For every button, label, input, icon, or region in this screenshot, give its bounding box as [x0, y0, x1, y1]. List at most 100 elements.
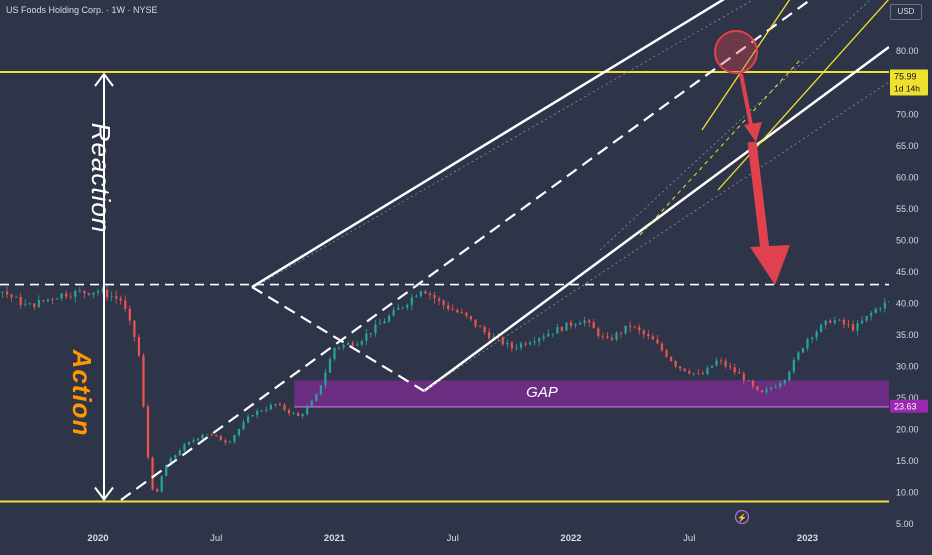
red-arrow-short: [739, 73, 754, 131]
candle-body: [610, 337, 614, 340]
gap-label: GAP: [526, 384, 558, 401]
arrow-down-head: [94, 486, 114, 502]
x-tick-label: Jul: [447, 533, 459, 544]
x-tick-label: 2022: [560, 533, 581, 544]
candle-body: [451, 309, 454, 311]
y-tick-label: 30.00: [896, 362, 919, 372]
channel-dotted-3: [599, 0, 871, 251]
y-tick-label: 50.00: [896, 235, 919, 245]
candle-body: [756, 386, 759, 391]
y-tick-label: 55.00: [896, 204, 919, 214]
price-badge-value: 23.63: [894, 402, 917, 412]
y-tick-label: 65.00: [896, 141, 919, 151]
candle-body: [392, 309, 395, 316]
candle-body: [251, 415, 254, 417]
candle-body: [515, 347, 518, 349]
candle-body: [847, 324, 850, 326]
currency-button[interactable]: USD: [890, 4, 922, 20]
candle-body: [483, 327, 486, 333]
candle-body: [115, 296, 118, 299]
candle-body: [492, 336, 495, 339]
candle-body: [751, 380, 755, 387]
candle-body: [397, 308, 400, 310]
candle-body: [478, 326, 482, 328]
candle-body: [387, 315, 391, 322]
gap-zone: [294, 380, 889, 407]
candle-body: [283, 404, 286, 410]
candle-body: [383, 321, 386, 324]
candle-body: [237, 429, 241, 436]
candle-body: [178, 450, 181, 456]
candle-body: [165, 465, 168, 477]
candle-body: [883, 302, 886, 309]
candle-body: [833, 320, 836, 323]
candle-body: [233, 435, 236, 442]
candle-body: [633, 326, 636, 328]
candle-body: [33, 303, 36, 307]
event-icon: [734, 509, 750, 525]
candle-body: [142, 355, 145, 407]
candle-body: [242, 422, 245, 430]
red-arrow-long: [747, 141, 770, 251]
candle-body: [624, 325, 627, 334]
candle-body: [774, 386, 777, 388]
candle-body: [738, 372, 741, 374]
candle-body: [287, 409, 291, 414]
candle-body: [456, 310, 459, 313]
reaction-label: Reaction: [86, 123, 116, 234]
candle-body: [528, 342, 532, 345]
candle-body: [201, 434, 204, 439]
price-badge-value: 75.99: [894, 72, 917, 82]
candle-body: [192, 440, 195, 442]
candle-body: [806, 338, 809, 349]
candle-body: [810, 337, 814, 339]
candle-body: [256, 410, 259, 416]
candle-body: [401, 307, 404, 309]
y-tick-label: 60.00: [896, 172, 919, 182]
candle-body: [815, 331, 818, 338]
candle-body: [406, 304, 409, 308]
y-tick-label: 40.00: [896, 298, 919, 308]
candle-body: [378, 323, 382, 325]
candle-body: [792, 359, 795, 372]
candle-body: [788, 371, 791, 381]
candle-body: [797, 352, 800, 360]
candle-body: [760, 390, 764, 393]
candle-body: [78, 290, 81, 292]
candle-body: [360, 340, 363, 345]
channel-upper-line: [251, 0, 726, 289]
price-badge: [890, 69, 928, 96]
candle-body: [365, 333, 368, 341]
candle-body: [5, 291, 9, 295]
candle-body: [328, 359, 332, 373]
candle-body: [442, 300, 445, 306]
candle-body: [269, 404, 272, 410]
mini-channel-lower: [717, 0, 889, 191]
candle-body: [128, 308, 131, 321]
candle-body: [683, 368, 686, 372]
candle-body: [260, 410, 263, 412]
candle-body: [510, 342, 513, 349]
candle-body: [124, 300, 127, 309]
candle-body: [542, 336, 545, 339]
channel-mid-dashed: [120, 0, 811, 501]
channel-dotted-2: [423, 81, 890, 392]
candle-body: [342, 344, 345, 348]
arrow-up-head: [94, 72, 114, 87]
candle-body: [319, 385, 322, 395]
candle-body: [606, 336, 609, 338]
candle-body: [310, 400, 313, 407]
candle-body: [679, 366, 682, 369]
candle-body: [160, 476, 163, 492]
candle-body: [210, 434, 213, 436]
candle-body: [42, 300, 45, 301]
candle-body: [24, 304, 27, 306]
candle-body: [783, 380, 786, 384]
candle-body: [337, 347, 341, 349]
candle-body: [69, 296, 72, 298]
candle-body: [870, 312, 873, 316]
x-tick-label: 2023: [797, 533, 818, 544]
candle-body: [19, 296, 22, 306]
